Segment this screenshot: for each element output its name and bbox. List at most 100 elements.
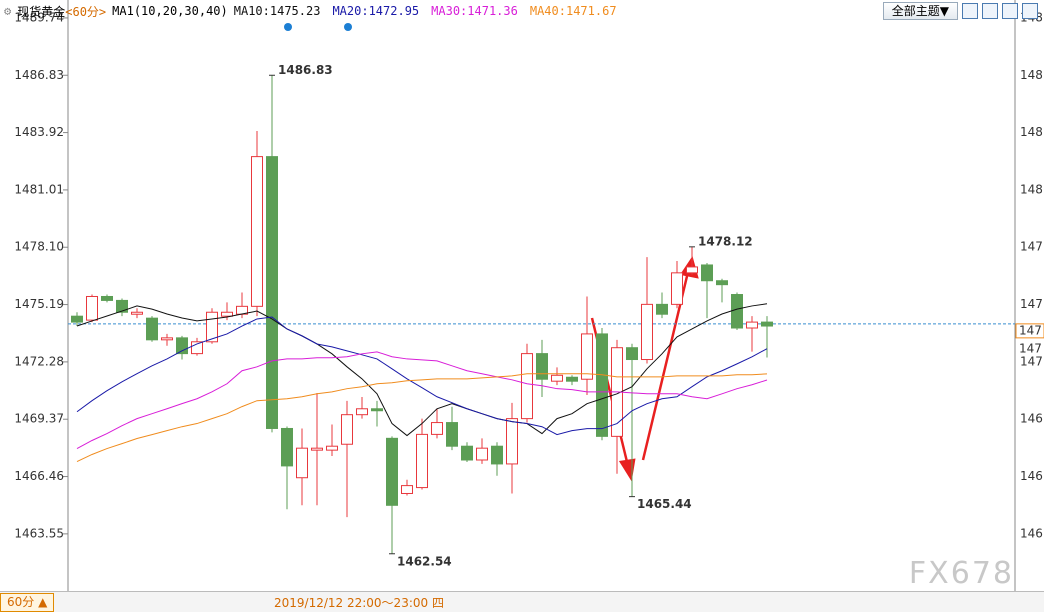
candle xyxy=(701,262,713,319)
header: ⚙ 现货黄金 <60分> MA1(10,20,30,40) MA10:1475.… xyxy=(4,2,629,20)
legend-value: 1475.23 xyxy=(269,4,321,18)
candle-body xyxy=(671,272,683,305)
ma-line xyxy=(76,373,768,463)
candle-body xyxy=(281,427,293,467)
candle-body xyxy=(506,418,518,465)
candle xyxy=(206,308,218,344)
y-tick-label: 1469.37 xyxy=(14,412,64,426)
legend-entry: MA20:1472.95 xyxy=(332,4,419,18)
toolbar: 全部主题▼ xyxy=(882,2,1038,20)
candle-body xyxy=(251,156,263,307)
candle-body xyxy=(521,353,533,420)
candle xyxy=(506,402,518,494)
candle xyxy=(146,316,158,342)
y2-tick-label: 147 xyxy=(1020,297,1043,311)
candle xyxy=(86,294,98,323)
candle-body xyxy=(656,303,668,315)
candle xyxy=(641,257,653,364)
candle xyxy=(626,343,638,497)
candle-body xyxy=(161,337,173,341)
candle-body xyxy=(446,422,458,447)
event-marker[interactable] xyxy=(344,23,352,31)
ma-line xyxy=(76,303,768,437)
candle-body xyxy=(551,374,563,382)
candle xyxy=(326,424,338,457)
candle-body xyxy=(386,437,398,506)
theme-button[interactable]: 全部主题▼ xyxy=(882,2,958,20)
candle xyxy=(266,75,278,433)
price-tag: 147 xyxy=(1019,341,1042,355)
candle-body xyxy=(641,303,653,361)
candle-body xyxy=(311,447,323,451)
candle-body xyxy=(461,445,473,461)
period[interactable]: <60分> xyxy=(65,4,107,19)
low-label: 1462.54 xyxy=(397,554,452,568)
candle-body xyxy=(101,295,113,301)
y-tick-label: 1486.83 xyxy=(14,68,64,82)
candle-body xyxy=(761,321,773,327)
candle xyxy=(161,333,173,346)
tool-icon[interactable] xyxy=(1002,3,1018,19)
candle xyxy=(536,339,548,397)
legend-value: 1471.67 xyxy=(565,4,617,18)
y2-tick-label: 147 xyxy=(1020,354,1043,368)
candle xyxy=(446,406,458,451)
candle-body xyxy=(371,408,383,412)
candle xyxy=(656,292,668,319)
candle-body xyxy=(476,447,488,461)
candle xyxy=(491,442,503,476)
candle xyxy=(521,343,533,423)
candle-body xyxy=(401,485,413,494)
candle xyxy=(581,296,593,395)
candle-body xyxy=(206,311,218,343)
y-tick-label: 1489.74 xyxy=(14,10,64,24)
candle-body xyxy=(566,376,578,382)
candle xyxy=(341,400,353,518)
y2-tick-label: 148 xyxy=(1020,125,1043,139)
legend-name: MA20: xyxy=(332,4,369,18)
ma-line xyxy=(76,351,768,450)
high-label: 1486.83 xyxy=(278,63,333,77)
candle xyxy=(431,408,443,439)
y-tick-label: 1475.19 xyxy=(14,297,64,311)
candle-body xyxy=(191,341,203,355)
legend-entry: MA10:1475.23 xyxy=(234,4,321,18)
candle xyxy=(356,396,368,419)
period-tab[interactable]: 60分 ▲ xyxy=(0,593,55,612)
tool-icon[interactable] xyxy=(962,3,978,19)
settings-icon[interactable]: ⚙ xyxy=(4,4,12,18)
indicator[interactable]: MA1(10,20,30,40) xyxy=(112,4,228,18)
candle-body xyxy=(86,295,98,321)
tool-icon[interactable] xyxy=(1022,3,1038,19)
candle-body xyxy=(116,299,128,313)
symbol: 现货黄金 xyxy=(17,4,66,19)
legend-value: 1472.95 xyxy=(368,4,420,18)
candle xyxy=(731,292,743,330)
candle xyxy=(281,426,293,510)
candle-body xyxy=(431,422,443,435)
ma-line xyxy=(76,316,768,436)
high-label: 1478.12 xyxy=(698,234,753,248)
y2-tick-label: 148 xyxy=(1020,182,1043,196)
candle xyxy=(686,246,698,275)
legend-name: MA10: xyxy=(233,4,270,18)
tool-icon[interactable] xyxy=(982,3,998,19)
candle-body xyxy=(581,333,593,380)
event-marker[interactable] xyxy=(284,23,292,31)
candle-body xyxy=(131,311,143,315)
legend-entry: MA30:1471.36 xyxy=(431,4,518,18)
footer: 60分 ▲ 2019/12/12 22:00～23:00 四 xyxy=(0,591,1044,612)
candle-body xyxy=(731,294,743,329)
candle-body xyxy=(341,414,353,445)
y-tick-label: 1466.46 xyxy=(14,469,64,483)
candle xyxy=(461,442,473,462)
candle xyxy=(611,339,623,474)
candle-body xyxy=(716,280,728,286)
candle-body xyxy=(356,408,368,416)
candle xyxy=(401,479,413,496)
candle xyxy=(191,337,203,356)
y2-tick-label: 148 xyxy=(1020,68,1043,82)
candle-body xyxy=(266,156,278,429)
candle xyxy=(296,428,308,506)
candle xyxy=(116,298,128,317)
